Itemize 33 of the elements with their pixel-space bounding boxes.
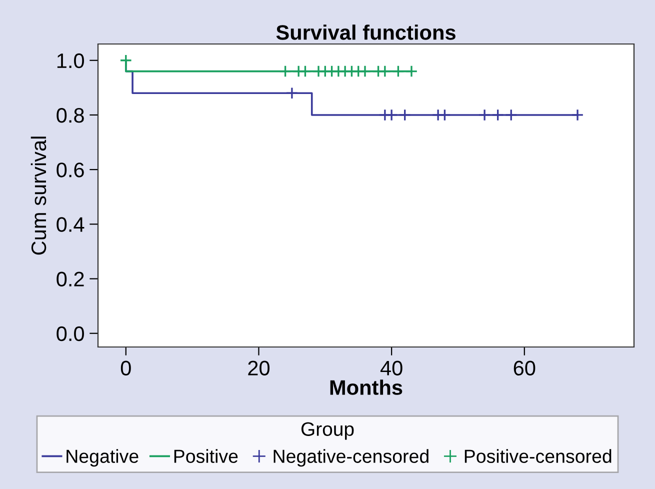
point: [120, 54, 132, 67]
x-axis-title: Months: [330, 380, 402, 395]
y-tick-label: 0.8: [56, 108, 84, 123]
point: [385, 108, 398, 122]
legend-title: Group: [301, 422, 354, 440]
y-tick-label: 0.2: [56, 272, 84, 287]
point: [378, 65, 392, 78]
y-tick-label: 0.4: [56, 217, 84, 232]
point: [492, 108, 504, 122]
point: [398, 108, 412, 122]
legend-label: Positive-censored: [464, 449, 612, 463]
y-tick-label: 1.0: [57, 53, 84, 68]
point: [504, 108, 518, 122]
y-tick-label: 0.6: [56, 162, 84, 178]
point: [438, 108, 451, 122]
y-axis-title: Cum survival: [30, 136, 46, 255]
point: [571, 108, 584, 122]
point: [392, 65, 404, 78]
chart-title: Survival functions: [276, 24, 456, 40]
x-tick-label: 20: [248, 360, 270, 376]
point: [358, 65, 372, 78]
point: [405, 65, 418, 78]
point: [299, 65, 312, 78]
x-tick-label: 60: [514, 360, 536, 376]
x-tick-label: 0: [120, 360, 131, 376]
x-tick-label: 40: [380, 360, 402, 376]
legend-label: Negative: [66, 449, 138, 467]
point: [478, 108, 491, 122]
point: [279, 65, 292, 78]
y-tick-label: 0.0: [56, 326, 84, 342]
legend-label: Negative-censored: [274, 449, 428, 467]
point: [286, 86, 298, 100]
legend-label: Positive: [174, 449, 238, 463]
